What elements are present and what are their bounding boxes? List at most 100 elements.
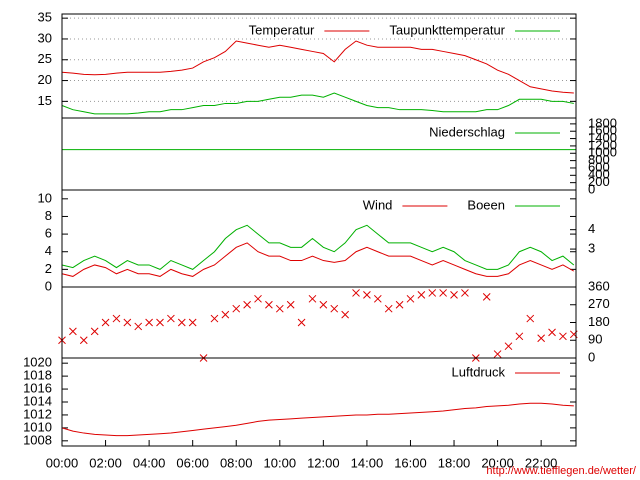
point — [461, 289, 469, 297]
point — [123, 318, 132, 327]
point — [221, 310, 230, 319]
point — [352, 289, 360, 297]
y2-tick-label: 270 — [588, 296, 610, 311]
x-tick-label: 22:00 — [525, 455, 558, 470]
point — [254, 294, 262, 303]
y2-tick-label: 1600 — [588, 123, 617, 138]
x-tick-label: 20:00 — [481, 455, 514, 470]
point — [319, 300, 328, 309]
y-tick-label: 2 — [45, 261, 52, 276]
y-tick-label: 25 — [38, 51, 52, 66]
point — [515, 332, 524, 341]
point — [232, 304, 241, 313]
point — [526, 314, 535, 323]
y2-tick-label: 1200 — [588, 137, 617, 152]
x-tick-label: 00:00 — [46, 455, 79, 470]
point — [90, 327, 99, 336]
point — [69, 327, 77, 336]
point — [243, 300, 251, 309]
y2-tick-label: 400 — [588, 167, 610, 182]
point — [101, 318, 110, 327]
x-tick-label: 02:00 — [89, 455, 122, 470]
x-tick-label: 10:00 — [264, 455, 297, 470]
point — [417, 291, 426, 299]
y2-tick-label: 200 — [588, 174, 610, 189]
x-tick-label: 16:00 — [394, 455, 427, 470]
point — [548, 328, 556, 337]
point — [504, 342, 513, 351]
legend-label: Niederschlag — [429, 124, 505, 139]
series-line — [61, 224, 575, 270]
y2-tick-label: 3 — [588, 241, 595, 256]
point — [134, 322, 143, 331]
point — [406, 294, 415, 303]
y-tick-label: 1020 — [23, 355, 52, 370]
point — [308, 294, 317, 303]
y2-tick-label: 0 — [588, 181, 595, 196]
y2-tick-label: 1000 — [588, 145, 617, 160]
point — [559, 332, 567, 341]
x-tick-label: 12:00 — [307, 455, 340, 470]
series-line — [61, 92, 574, 115]
y2-tick-label: 800 — [588, 152, 610, 167]
series-line — [61, 40, 574, 94]
y-tick-label: 1010 — [23, 419, 52, 434]
y-tick-label: 15 — [38, 93, 52, 108]
point — [450, 291, 458, 299]
point — [79, 336, 88, 345]
y-tick-label: 35 — [38, 10, 52, 25]
y-tick-label: 30 — [38, 30, 52, 45]
legend-label: Boeen — [467, 197, 505, 212]
legend-label: Wind — [363, 197, 393, 212]
y-tick-label: 8 — [45, 208, 52, 223]
point — [537, 334, 546, 343]
point — [330, 304, 339, 313]
point — [363, 291, 371, 299]
point — [373, 294, 382, 303]
legend-label: Luftdruck — [452, 364, 506, 379]
point — [395, 300, 404, 309]
point — [275, 304, 284, 313]
point — [112, 314, 121, 323]
legend-label: Taupunkttemperatur — [389, 22, 505, 37]
point — [145, 318, 153, 327]
point — [428, 289, 437, 297]
x-tick-label: 06:00 — [176, 455, 209, 470]
y2-tick-label: 600 — [588, 159, 610, 174]
y-tick-label: 6 — [45, 226, 52, 241]
x-tick-label: 18:00 — [438, 455, 471, 470]
point — [384, 304, 393, 313]
point — [482, 293, 491, 301]
panel-frame — [61, 357, 577, 447]
point — [177, 318, 186, 327]
point — [210, 314, 219, 323]
point — [188, 318, 197, 327]
y2-tick-label: 180 — [588, 314, 610, 329]
y-tick-label: 4 — [45, 243, 52, 258]
y2-tick-label: 0 — [588, 349, 595, 364]
y-tick-label: 1008 — [23, 432, 52, 447]
y2-tick-label: 90 — [588, 332, 602, 347]
point — [493, 350, 502, 358]
y-tick-label: 1014 — [23, 393, 52, 408]
y2-tick-label: 1400 — [588, 130, 617, 145]
x-tick-label: 04:00 — [133, 455, 166, 470]
y2-tick-label: 1800 — [588, 115, 617, 130]
y-tick-label: 1016 — [23, 380, 52, 395]
series-line — [61, 402, 574, 437]
point — [156, 318, 164, 327]
y-tick-label: 20 — [38, 72, 52, 87]
y-tick-label: 10 — [38, 190, 52, 205]
legend-label: Temperatur — [249, 22, 315, 37]
point — [265, 300, 273, 309]
series-line — [61, 242, 575, 277]
point — [439, 289, 447, 297]
y-tick-label: 1018 — [23, 368, 52, 383]
point — [167, 314, 175, 323]
y-tick-label: 0 — [45, 278, 52, 293]
x-tick-label: 08:00 — [220, 455, 253, 470]
footer-url: http://www.tiefflegen.de/wetter/ — [486, 465, 637, 477]
y2-tick-label: 4 — [588, 221, 595, 236]
